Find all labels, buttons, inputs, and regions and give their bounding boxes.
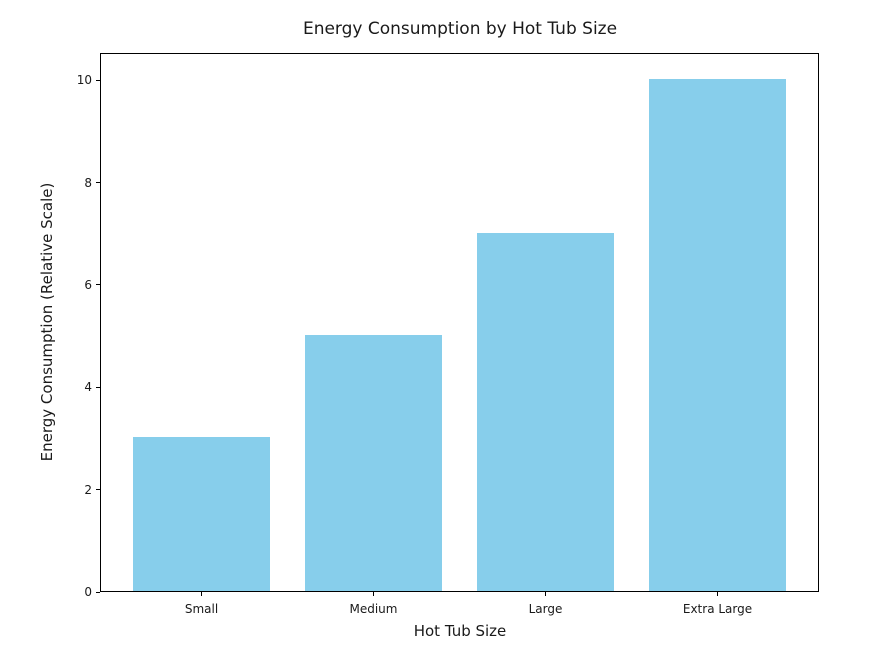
bar-small	[132, 437, 271, 591]
y-tick-mark	[96, 591, 100, 593]
y-tick-label: 4	[84, 380, 92, 395]
y-tick-label: 6	[84, 277, 92, 292]
bar-large	[476, 232, 615, 591]
y-axis-label: Energy Consumption (Relative Scale)	[38, 182, 56, 462]
plot-area	[100, 53, 819, 592]
x-tick-mark	[200, 592, 202, 596]
y-tick-mark	[96, 489, 100, 491]
x-tick-label: Large	[528, 602, 563, 616]
y-tick-label: 2	[84, 482, 92, 497]
x-tick-mark	[372, 592, 374, 596]
chart-title: Energy Consumption by Hot Tub Size	[302, 19, 618, 39]
x-tick-label: Medium	[349, 602, 398, 616]
bar-medium	[304, 335, 443, 591]
y-tick-label: 8	[84, 175, 92, 190]
y-tick-mark	[96, 79, 100, 81]
bar-extra-large	[648, 79, 787, 591]
y-tick-label: 10	[76, 73, 92, 88]
y-tick-label: 0	[84, 585, 92, 599]
y-tick-mark	[96, 284, 100, 286]
x-tick-label: Extra Large	[682, 602, 753, 616]
x-axis-label: Hot Tub Size	[413, 622, 507, 640]
x-tick-label: Small	[184, 602, 219, 616]
x-tick-mark	[717, 592, 718, 596]
x-tick-mark	[545, 592, 546, 596]
y-tick-mark	[96, 182, 100, 183]
y-tick-mark	[96, 386, 100, 388]
